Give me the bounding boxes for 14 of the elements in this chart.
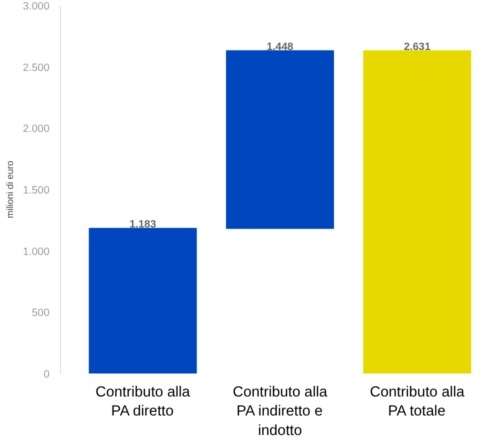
y-tick-label: 1.000 bbox=[22, 246, 50, 258]
data-label: 1.448 bbox=[266, 40, 294, 53]
y-tick-label: 0 bbox=[44, 368, 50, 380]
y-tick-label: 1.500 bbox=[22, 184, 50, 196]
x-tick-label: Contributo alla PA indiretto e indotto bbox=[232, 384, 328, 439]
y-tick-label: 500 bbox=[32, 307, 50, 320]
y-tick-label: 2.500 bbox=[22, 62, 50, 74]
data-label: 2.631 bbox=[404, 40, 431, 53]
x-tick-label: Contributo alla PA diretto bbox=[96, 384, 191, 420]
data-label: 1.183 bbox=[129, 218, 156, 230]
y-axis-title: milioni di euro bbox=[4, 160, 15, 218]
y-tick-label: 3.000 bbox=[22, 0, 50, 12]
x-tick-label: Contributo alla PA totale bbox=[370, 384, 466, 420]
y-tick-label: 2.000 bbox=[22, 123, 50, 136]
